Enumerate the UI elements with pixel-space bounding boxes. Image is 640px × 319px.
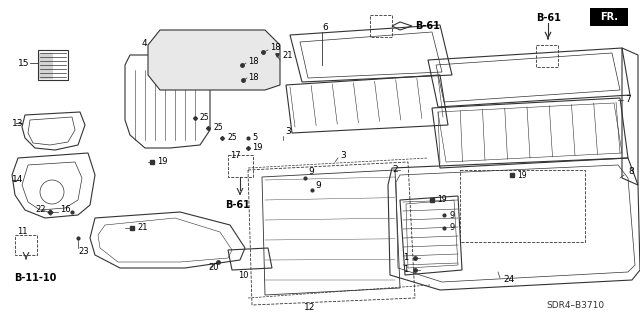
- Bar: [370, 15, 392, 37]
- Text: 2: 2: [392, 166, 397, 174]
- Text: 9: 9: [449, 224, 454, 233]
- Text: 18: 18: [248, 57, 259, 66]
- Text: 1: 1: [403, 265, 408, 275]
- Text: 9: 9: [449, 211, 454, 219]
- Text: 19: 19: [252, 144, 262, 152]
- Text: 3: 3: [340, 151, 346, 160]
- Text: 18: 18: [270, 43, 280, 53]
- Text: 25: 25: [213, 123, 223, 132]
- Text: 5: 5: [252, 133, 257, 143]
- FancyBboxPatch shape: [590, 8, 628, 26]
- Text: 16: 16: [60, 205, 70, 214]
- Text: 22: 22: [35, 205, 45, 214]
- Text: 15: 15: [18, 58, 29, 68]
- Text: 21: 21: [137, 222, 147, 232]
- Text: 20: 20: [208, 263, 218, 272]
- Text: 25: 25: [227, 133, 237, 143]
- Text: 25: 25: [200, 114, 210, 122]
- Text: 18: 18: [248, 72, 259, 81]
- Text: 6: 6: [322, 24, 328, 33]
- Text: B-61: B-61: [536, 13, 561, 23]
- Text: 1: 1: [403, 254, 408, 263]
- Text: SDR4–B3710: SDR4–B3710: [546, 300, 604, 309]
- Text: 4: 4: [142, 40, 148, 48]
- Polygon shape: [148, 30, 280, 90]
- Text: 13: 13: [12, 118, 24, 128]
- Text: B-61: B-61: [415, 21, 440, 31]
- Text: FR.: FR.: [600, 12, 618, 22]
- Text: 21: 21: [282, 50, 292, 60]
- Text: 9: 9: [315, 181, 321, 189]
- Text: 9: 9: [308, 167, 314, 176]
- Text: B-61: B-61: [225, 200, 250, 210]
- Text: 24: 24: [503, 276, 515, 285]
- Text: 10: 10: [238, 271, 248, 280]
- Text: 8: 8: [628, 167, 634, 176]
- Text: 19: 19: [517, 170, 527, 180]
- Bar: [460, 170, 585, 242]
- Bar: [15, 235, 37, 255]
- Text: 3: 3: [285, 128, 291, 137]
- Text: 19: 19: [157, 158, 168, 167]
- Text: 11: 11: [17, 227, 28, 236]
- Text: B-11-10: B-11-10: [14, 273, 56, 283]
- Text: 17: 17: [230, 151, 241, 160]
- Text: 23: 23: [78, 248, 88, 256]
- Text: 12: 12: [304, 303, 316, 313]
- Bar: [228, 155, 253, 177]
- Text: 14: 14: [12, 175, 24, 184]
- Bar: [536, 45, 558, 67]
- Text: 19: 19: [437, 196, 447, 204]
- Text: 7: 7: [625, 95, 631, 105]
